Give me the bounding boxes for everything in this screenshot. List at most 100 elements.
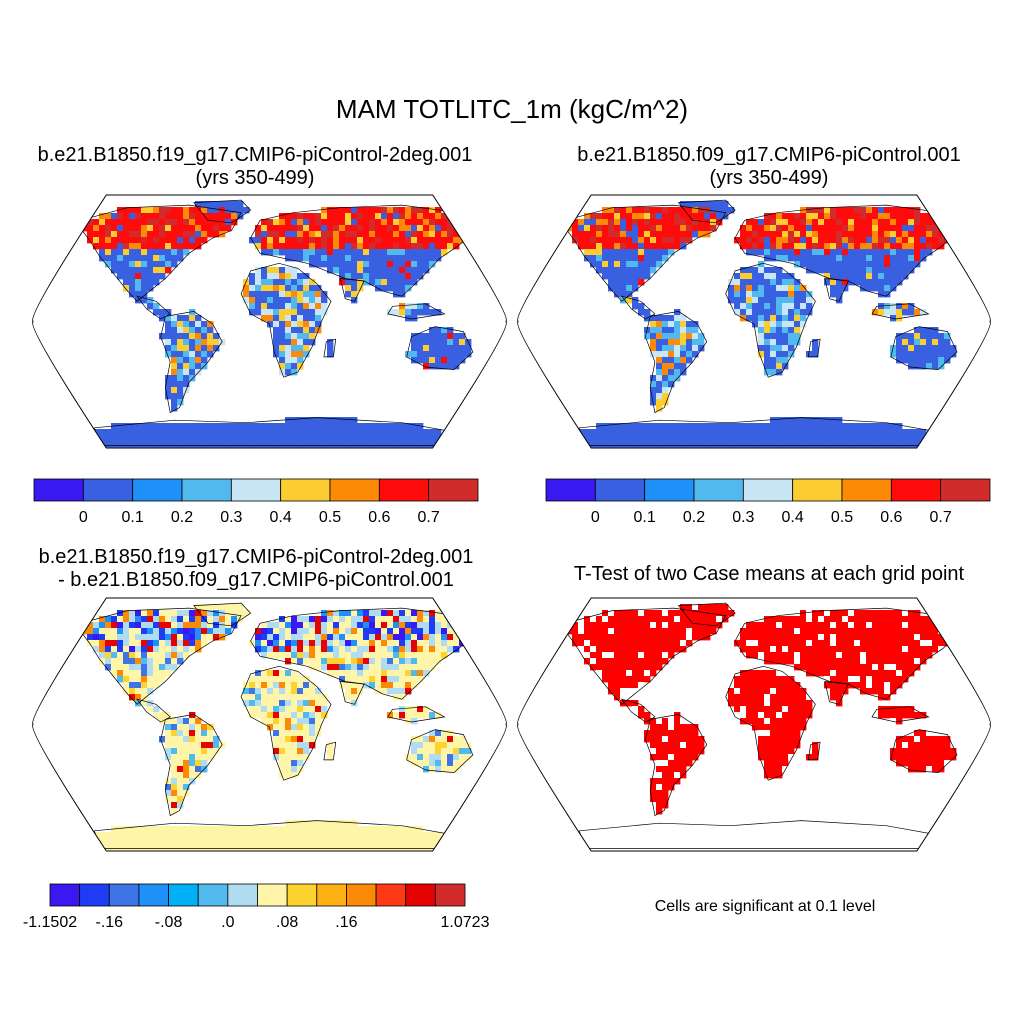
case1-colorbar-label: 0.1 — [122, 509, 144, 526]
case2-colorbar-swatch — [841, 478, 892, 502]
case1-colorbar-swatch — [428, 478, 479, 502]
case2-colorbar-swatch — [742, 478, 794, 502]
p4-map — [517, 597, 991, 852]
panel4-title-line1: T-Test of two Case means at each grid po… — [573, 563, 965, 585]
p4-coast-eurasia — [734, 607, 963, 700]
panel2-title-line2: (yrs 350-499) — [709, 167, 829, 189]
p2-map-border — [517, 194, 991, 449]
case1-colorbar-label: 0.4 — [270, 509, 292, 526]
case1-colorbar-label: 0.3 — [220, 509, 242, 526]
panel3-title-line2: - b.e21.B1850.f09_g17.CMIP6-piControl.00… — [58, 569, 454, 591]
diff-colorbar-swatch — [434, 883, 466, 907]
p2-coast-northAmerica — [564, 204, 727, 302]
diff-colorbar-label: -.16 — [95, 914, 123, 931]
diff-colorbar-swatch — [257, 883, 288, 907]
p2-coast-madagascar — [807, 338, 821, 358]
p1-coast-madagascar — [323, 338, 337, 358]
p3-coast-greenland — [193, 602, 252, 627]
p1-coast-india — [339, 278, 365, 302]
diff-colorbar-swatch — [168, 883, 199, 907]
diff-colorbar-label: 1.0723 — [441, 914, 490, 931]
significance-note: Cells are significant at 0.1 level — [654, 898, 876, 915]
panel4-title: T-Test of two Case means at each grid po… — [514, 563, 1024, 586]
case1-colorbar: 0 0.1 0.2 0.3 0.4 0.5 0.6 0.7 — [33, 478, 479, 526]
panel1-title: b.e21.B1850.f19_g17.CMIP6-piControl-2deg… — [0, 144, 510, 190]
p3-grid-cells — [81, 604, 490, 851]
p2-coast-greenland — [677, 199, 736, 224]
p3-coast-madagascar — [323, 741, 337, 761]
p4-coast-australia — [890, 729, 958, 773]
diff-colorbar-label: .0 — [221, 914, 234, 931]
case2-colorbar-label: 0.7 — [930, 509, 952, 526]
panel1-title-line1: b.e21.B1850.f19_g17.CMIP6-piControl-2deg… — [37, 144, 473, 166]
p3-coast-seAsiaIslands — [387, 706, 446, 723]
case1-colorbar-swatch — [33, 478, 84, 502]
p2-coastlines — [564, 199, 977, 446]
panel1-title-line2: (yrs 350-499) — [195, 167, 315, 189]
p4-coast-northAmerica — [564, 607, 727, 705]
p4-coastlines — [564, 602, 977, 849]
case2-colorbar-label: 0.1 — [634, 509, 656, 526]
diff-colorbar-swatch — [375, 883, 407, 907]
case2-colorbar-swatch — [594, 478, 646, 502]
case2-colorbar-swatch — [644, 478, 695, 502]
p2-coast-africa — [725, 262, 816, 378]
p1-coast-southAmerica — [160, 311, 223, 414]
p3-coast-africa — [240, 665, 332, 781]
diff-colorbar-swatch — [346, 883, 377, 907]
case1-colorbar-swatch — [378, 478, 430, 502]
case1-colorbar-label: 0.5 — [319, 509, 341, 526]
case2-colorbar-swatch — [792, 478, 843, 502]
p2-coast-india — [824, 278, 849, 302]
case1-colorbar-label: 0 — [79, 509, 88, 526]
diff-colorbar-swatch — [197, 883, 229, 907]
p4-coast-africa — [725, 665, 816, 781]
p3-coast-southAmerica — [160, 714, 223, 817]
case1-colorbar-swatch — [280, 478, 331, 502]
p1-coast-australia — [406, 326, 474, 370]
p3-coast-antarctica — [94, 820, 445, 849]
diff-colorbar-swatch — [108, 883, 140, 907]
p4-coast-southAmerica — [645, 714, 708, 817]
diff-colorbar-label: -1.1502 — [23, 914, 77, 931]
p1-grid-cells — [81, 201, 490, 448]
case1-colorbar-label: 0.2 — [171, 509, 193, 526]
p1-map-border — [32, 194, 507, 449]
case1-colorbar-swatch — [181, 478, 232, 502]
panel2-title: b.e21.B1850.f09_g17.CMIP6-piControl.001 … — [514, 144, 1024, 190]
case2-colorbar-label: 0.4 — [782, 509, 804, 526]
p4-map-border — [517, 597, 991, 852]
diff-colorbar-swatch — [79, 883, 110, 907]
p3-map-border — [32, 597, 507, 852]
case2-colorbar-swatch — [940, 478, 991, 502]
diff-colorbar-swatch — [49, 883, 81, 907]
panel3-title: b.e21.B1850.f19_g17.CMIP6-piControl-2deg… — [0, 546, 512, 592]
p2-coast-eurasia — [734, 204, 963, 297]
p2-coast-southAmerica — [645, 311, 708, 414]
p2-map — [517, 194, 991, 449]
case2-colorbar-label: 0.3 — [732, 509, 754, 526]
p1-coast-africa — [240, 262, 332, 378]
p3-coast-australia — [406, 729, 474, 773]
p3-coastlines — [79, 602, 493, 849]
p1-coast-northAmerica — [79, 204, 242, 302]
p2-coast-australia — [890, 326, 958, 370]
p1-coast-eurasia — [250, 204, 479, 297]
p3-coast-eurasia — [250, 607, 479, 700]
case2-colorbar-swatch — [545, 478, 596, 502]
diff-colorbar-swatch — [316, 883, 347, 907]
p3-map — [32, 597, 507, 852]
case1-colorbar-swatch — [329, 478, 380, 502]
diff-colorbar-swatch — [227, 883, 258, 907]
case2-colorbar: 0 0.1 0.2 0.3 0.4 0.5 0.6 0.7 — [545, 478, 991, 526]
diff-colorbar: -1.1502 -.16 -.08 .0 .08 .16 1.0723 — [23, 883, 490, 931]
p1-coast-antarctica — [94, 417, 445, 446]
case2-colorbar-label: 0 — [591, 509, 600, 526]
p2-coast-antarctica — [578, 417, 930, 446]
diff-colorbar-label: -.08 — [155, 914, 183, 931]
case2-colorbar-swatch — [693, 478, 744, 502]
figure-title: MAM TOTLITC_1m (kgC/m^2) — [335, 94, 689, 124]
diff-colorbar-swatch — [405, 883, 436, 907]
p4-coast-india — [824, 681, 849, 705]
